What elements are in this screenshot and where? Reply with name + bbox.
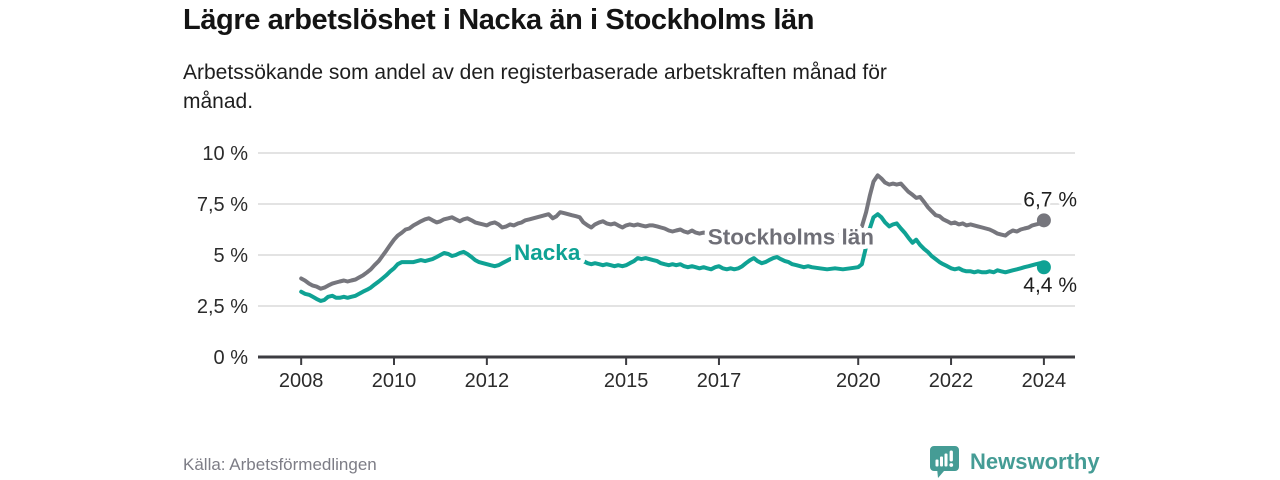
series-end-dot-stockholms-lan [1036, 213, 1051, 228]
x-tick-label: 2008 [279, 370, 324, 392]
subtitle-line-1: Arbetssökande som andel av den registerb… [183, 61, 887, 84]
x-tick-label: 2020 [836, 370, 881, 392]
x-tick-label: 2022 [929, 370, 974, 392]
series-end-dot-nacka [1036, 260, 1051, 275]
x-tick-label: 2010 [372, 370, 417, 392]
newsworthy-icon [930, 446, 959, 478]
y-tick-label: 0 % [214, 347, 249, 369]
page-subtitle: Arbetssökande som andel av den registerb… [183, 58, 887, 116]
x-tick-label: 2024 [1022, 370, 1067, 392]
series-label-stockholms-lan: Stockholms län [708, 225, 874, 250]
brand-name: Newsworthy [970, 449, 1100, 474]
page-title: Lägre arbetslöshet i Nacka än i Stockhol… [183, 4, 815, 36]
series-end-label-stockholms-lan: 6,7 % [1023, 188, 1077, 211]
x-tick-label: 2017 [697, 370, 742, 392]
y-tick-label: 10 % [202, 143, 248, 165]
series-end-label-nacka: 4,4 % [1023, 274, 1077, 297]
y-tick-label: 7,5 % [197, 194, 248, 216]
source-note: Källa: Arbetsförmedlingen [183, 455, 377, 474]
series-line-nacka [299, 212, 1046, 303]
x-tick-label: 2012 [465, 370, 510, 392]
subtitle-line-2: månad. [183, 90, 254, 113]
series-line-stockholms-lan [299, 173, 1046, 291]
chart-canvas: 0 % 2,5 % 5 % 7,5 % 10 % 2008 2010 2012 2015 2017… [197, 143, 1081, 392]
series-label-nacka: Nacka [514, 240, 581, 265]
y-tick-label: 5 % [214, 245, 249, 267]
y-tick-label: 2,5 % [197, 296, 248, 318]
brand-logo: Newsworthy [929, 445, 1100, 479]
x-tick-label: 2015 [604, 370, 649, 392]
